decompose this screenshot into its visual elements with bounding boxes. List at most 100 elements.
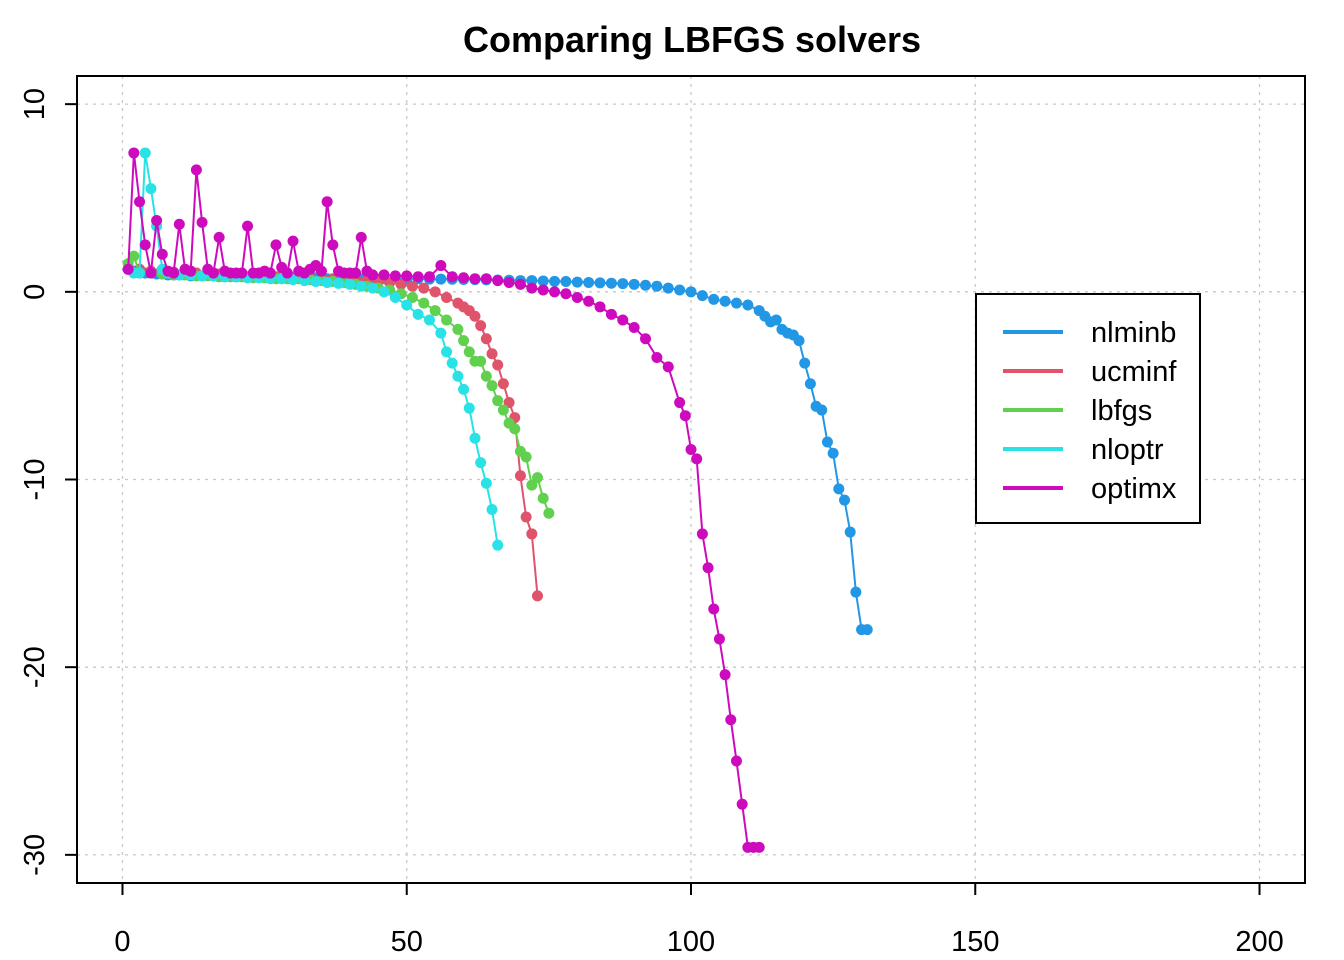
data-point-ucminf — [514, 470, 526, 482]
data-point-nlminb — [861, 624, 873, 636]
data-point-optimx — [594, 301, 606, 313]
data-point-nlminb — [571, 276, 583, 288]
x-tick-label: 0 — [114, 926, 130, 958]
data-point-ucminf — [503, 397, 515, 409]
data-point-nlminb — [850, 586, 862, 598]
data-point-nlminb — [435, 273, 447, 285]
legend-label-ucminf: ucminf — [1091, 356, 1177, 388]
data-point-optimx — [560, 288, 572, 300]
data-point-nlminb — [839, 494, 850, 506]
data-point-nlminb — [804, 378, 816, 390]
data-point-optimx — [151, 215, 163, 227]
data-point-optimx — [367, 269, 379, 281]
series-optimx — [122, 147, 765, 853]
data-point-optimx — [139, 239, 151, 251]
data-point-optimx — [526, 282, 538, 294]
data-point-nlminb — [640, 279, 652, 291]
data-point-optimx — [236, 267, 248, 279]
data-point-optimx — [736, 798, 748, 810]
data-point-lbfgs — [429, 305, 441, 317]
data-point-nloptr — [423, 314, 435, 326]
data-point-optimx — [719, 669, 731, 681]
data-point-optimx — [651, 352, 663, 364]
data-point-lbfgs — [441, 314, 453, 326]
data-point-nlminb — [651, 280, 663, 292]
data-point-ucminf — [406, 280, 418, 292]
data-point-lbfgs — [509, 423, 521, 435]
data-point-optimx — [145, 267, 157, 279]
data-point-optimx — [696, 528, 708, 540]
data-point-nlminb — [594, 277, 606, 289]
data-point-lbfgs — [128, 250, 140, 262]
data-point-optimx — [605, 308, 617, 320]
data-point-optimx — [702, 562, 714, 574]
data-point-nlminb — [719, 295, 731, 307]
data-point-optimx — [537, 284, 549, 296]
data-point-nlminb — [696, 290, 708, 302]
data-point-optimx — [446, 271, 458, 283]
data-point-nloptr — [469, 432, 481, 444]
data-point-optimx — [264, 267, 276, 279]
y-tick-label: 10 — [19, 88, 51, 120]
data-point-nloptr — [463, 402, 475, 414]
data-point-lbfgs — [526, 479, 538, 491]
data-point-nlminb — [662, 282, 674, 294]
series-nlminb — [122, 263, 873, 636]
data-point-optimx — [156, 248, 168, 260]
data-point-nlminb — [816, 404, 828, 416]
x-tick-label: 50 — [391, 926, 423, 958]
legend: nlminb ucminf lbfgs nloptr optimx — [975, 293, 1201, 524]
data-point-nloptr — [492, 539, 504, 551]
data-point-optimx — [207, 267, 219, 279]
data-point-ucminf — [486, 348, 498, 360]
data-point-lbfgs — [497, 404, 509, 416]
data-point-nloptr — [486, 504, 498, 516]
series-lbfgs — [122, 250, 555, 519]
data-point-optimx — [389, 270, 401, 282]
data-point-nlminb — [730, 297, 742, 309]
data-point-ucminf — [418, 282, 430, 294]
series-layer — [122, 147, 873, 853]
series-line-lbfgs — [127, 254, 550, 514]
data-point-nloptr — [446, 357, 458, 369]
data-point-optimx — [423, 271, 435, 283]
data-point-optimx — [617, 314, 629, 326]
data-point-lbfgs — [475, 355, 487, 367]
data-point-ucminf — [480, 333, 492, 345]
data-point-optimx — [753, 841, 765, 853]
data-point-optimx — [571, 291, 583, 303]
data-point-optimx — [640, 333, 652, 345]
data-point-lbfgs — [463, 346, 475, 358]
data-point-optimx — [281, 267, 293, 279]
data-point-lbfgs — [520, 451, 532, 463]
data-point-optimx — [378, 269, 390, 281]
data-point-optimx — [674, 397, 686, 409]
data-point-ucminf — [492, 359, 504, 371]
data-point-nloptr — [355, 280, 367, 292]
chart-title: Comparing LBFGS solvers — [463, 19, 921, 60]
data-point-nlminb — [537, 275, 549, 287]
data-point-nlminb — [628, 278, 640, 290]
data-point-optimx — [168, 267, 180, 279]
data-point-nlminb — [793, 335, 805, 347]
data-point-nloptr — [333, 277, 345, 289]
data-point-ucminf — [520, 511, 532, 523]
data-point-nloptr — [480, 477, 492, 489]
data-point-optimx — [679, 410, 691, 422]
data-point-lbfgs — [492, 395, 504, 407]
data-point-nloptr — [412, 308, 424, 320]
data-point-optimx — [190, 164, 202, 176]
data-point-optimx — [492, 275, 504, 287]
data-point-ucminf — [469, 310, 481, 322]
data-point-optimx — [350, 267, 362, 279]
data-point-lbfgs — [406, 291, 418, 303]
data-point-ucminf — [526, 528, 538, 540]
data-point-nlminb — [605, 277, 617, 289]
y-tick-label: 0 — [19, 284, 51, 300]
data-point-optimx — [514, 278, 526, 290]
data-point-nlminb — [799, 357, 811, 369]
data-point-nloptr — [389, 291, 401, 303]
data-point-nlminb — [742, 299, 754, 311]
data-point-nloptr — [458, 383, 470, 395]
data-point-lbfgs — [458, 335, 470, 347]
